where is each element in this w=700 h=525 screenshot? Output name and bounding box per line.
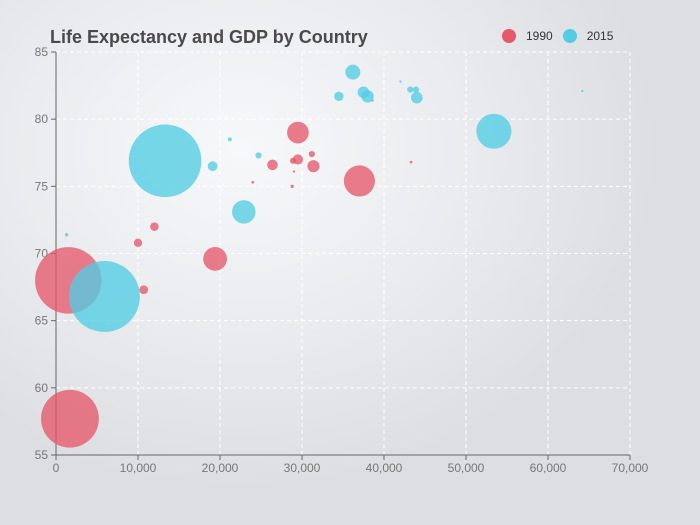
legend-label-2015: 2015 [586, 29, 614, 43]
bubble-2015[interactable] [399, 80, 402, 83]
bubble-2015[interactable] [357, 86, 370, 99]
x-tick-label: 40,000 [366, 461, 403, 475]
bubble-2015[interactable] [371, 98, 374, 102]
legend: 1990 2015 [502, 29, 623, 43]
bubble-1990[interactable] [267, 159, 278, 171]
bubble-2015[interactable] [255, 152, 262, 159]
bubble-1990[interactable] [409, 160, 413, 164]
bubble-2015[interactable] [412, 86, 420, 93]
bubble-2015[interactable] [128, 124, 202, 198]
bubble-1990[interactable] [289, 157, 297, 164]
bubble-2015[interactable] [207, 161, 218, 172]
bubble-2015[interactable] [345, 64, 361, 80]
bubble-2015[interactable] [334, 91, 344, 102]
bubble-1990[interactable] [150, 222, 159, 231]
bubble-1990[interactable] [203, 246, 228, 271]
bubble-1990[interactable] [290, 184, 294, 189]
bubble-2015[interactable] [68, 261, 140, 332]
legend-swatch-2015 [562, 29, 577, 43]
bubble-2015[interactable] [581, 89, 584, 93]
bubble-1990[interactable] [307, 160, 320, 173]
bubble-2015[interactable] [64, 232, 69, 237]
y-tick-label: 65 [35, 314, 49, 328]
legend-item-1990[interactable]: 1990 [502, 29, 553, 43]
x-tick-label: 70,000 [612, 461, 649, 475]
y-tick-label: 60 [35, 381, 49, 395]
x-tick-label: 50,000 [448, 461, 485, 475]
bubble-2015[interactable] [232, 200, 256, 224]
bubble-2015[interactable] [407, 86, 414, 93]
x-tick-label: 20,000 [202, 461, 239, 475]
bubble-1990[interactable] [287, 121, 309, 144]
bubble-1990[interactable] [41, 389, 99, 448]
y-tick-label: 85 [35, 45, 49, 59]
bubble-1990[interactable] [133, 238, 143, 247]
y-tick-label: 75 [35, 179, 49, 193]
bubble-2015[interactable] [476, 113, 512, 149]
axis-layer: 0 10,000 20,000 30,000 40,000 50,000 60,000 70,… [35, 45, 649, 475]
bubble-1990[interactable] [251, 180, 255, 184]
legend-label-1990: 1990 [526, 29, 553, 43]
series-2015-layer [64, 64, 584, 332]
bubble-1990[interactable] [308, 150, 315, 158]
chart-title: Life Expectancy and GDP by Country [50, 27, 368, 47]
grid-layer [56, 51, 631, 455]
bubble-2015[interactable] [227, 137, 232, 142]
x-tick-label: 30,000 [284, 461, 321, 475]
bubble-1990[interactable] [343, 165, 375, 197]
bubble-1990[interactable] [139, 285, 149, 295]
x-tick-label: 0 [53, 461, 60, 475]
x-tick-label: 60,000 [530, 461, 567, 475]
legend-item-2015[interactable]: 2015 [562, 29, 614, 43]
bubble-2015[interactable] [411, 91, 423, 104]
x-tick-label: 10,000 [120, 461, 157, 475]
y-tick-label: 80 [35, 112, 49, 126]
legend-swatch-1990 [502, 29, 516, 43]
bubble-1990[interactable] [292, 170, 295, 173]
y-tick-label: 55 [35, 448, 49, 462]
